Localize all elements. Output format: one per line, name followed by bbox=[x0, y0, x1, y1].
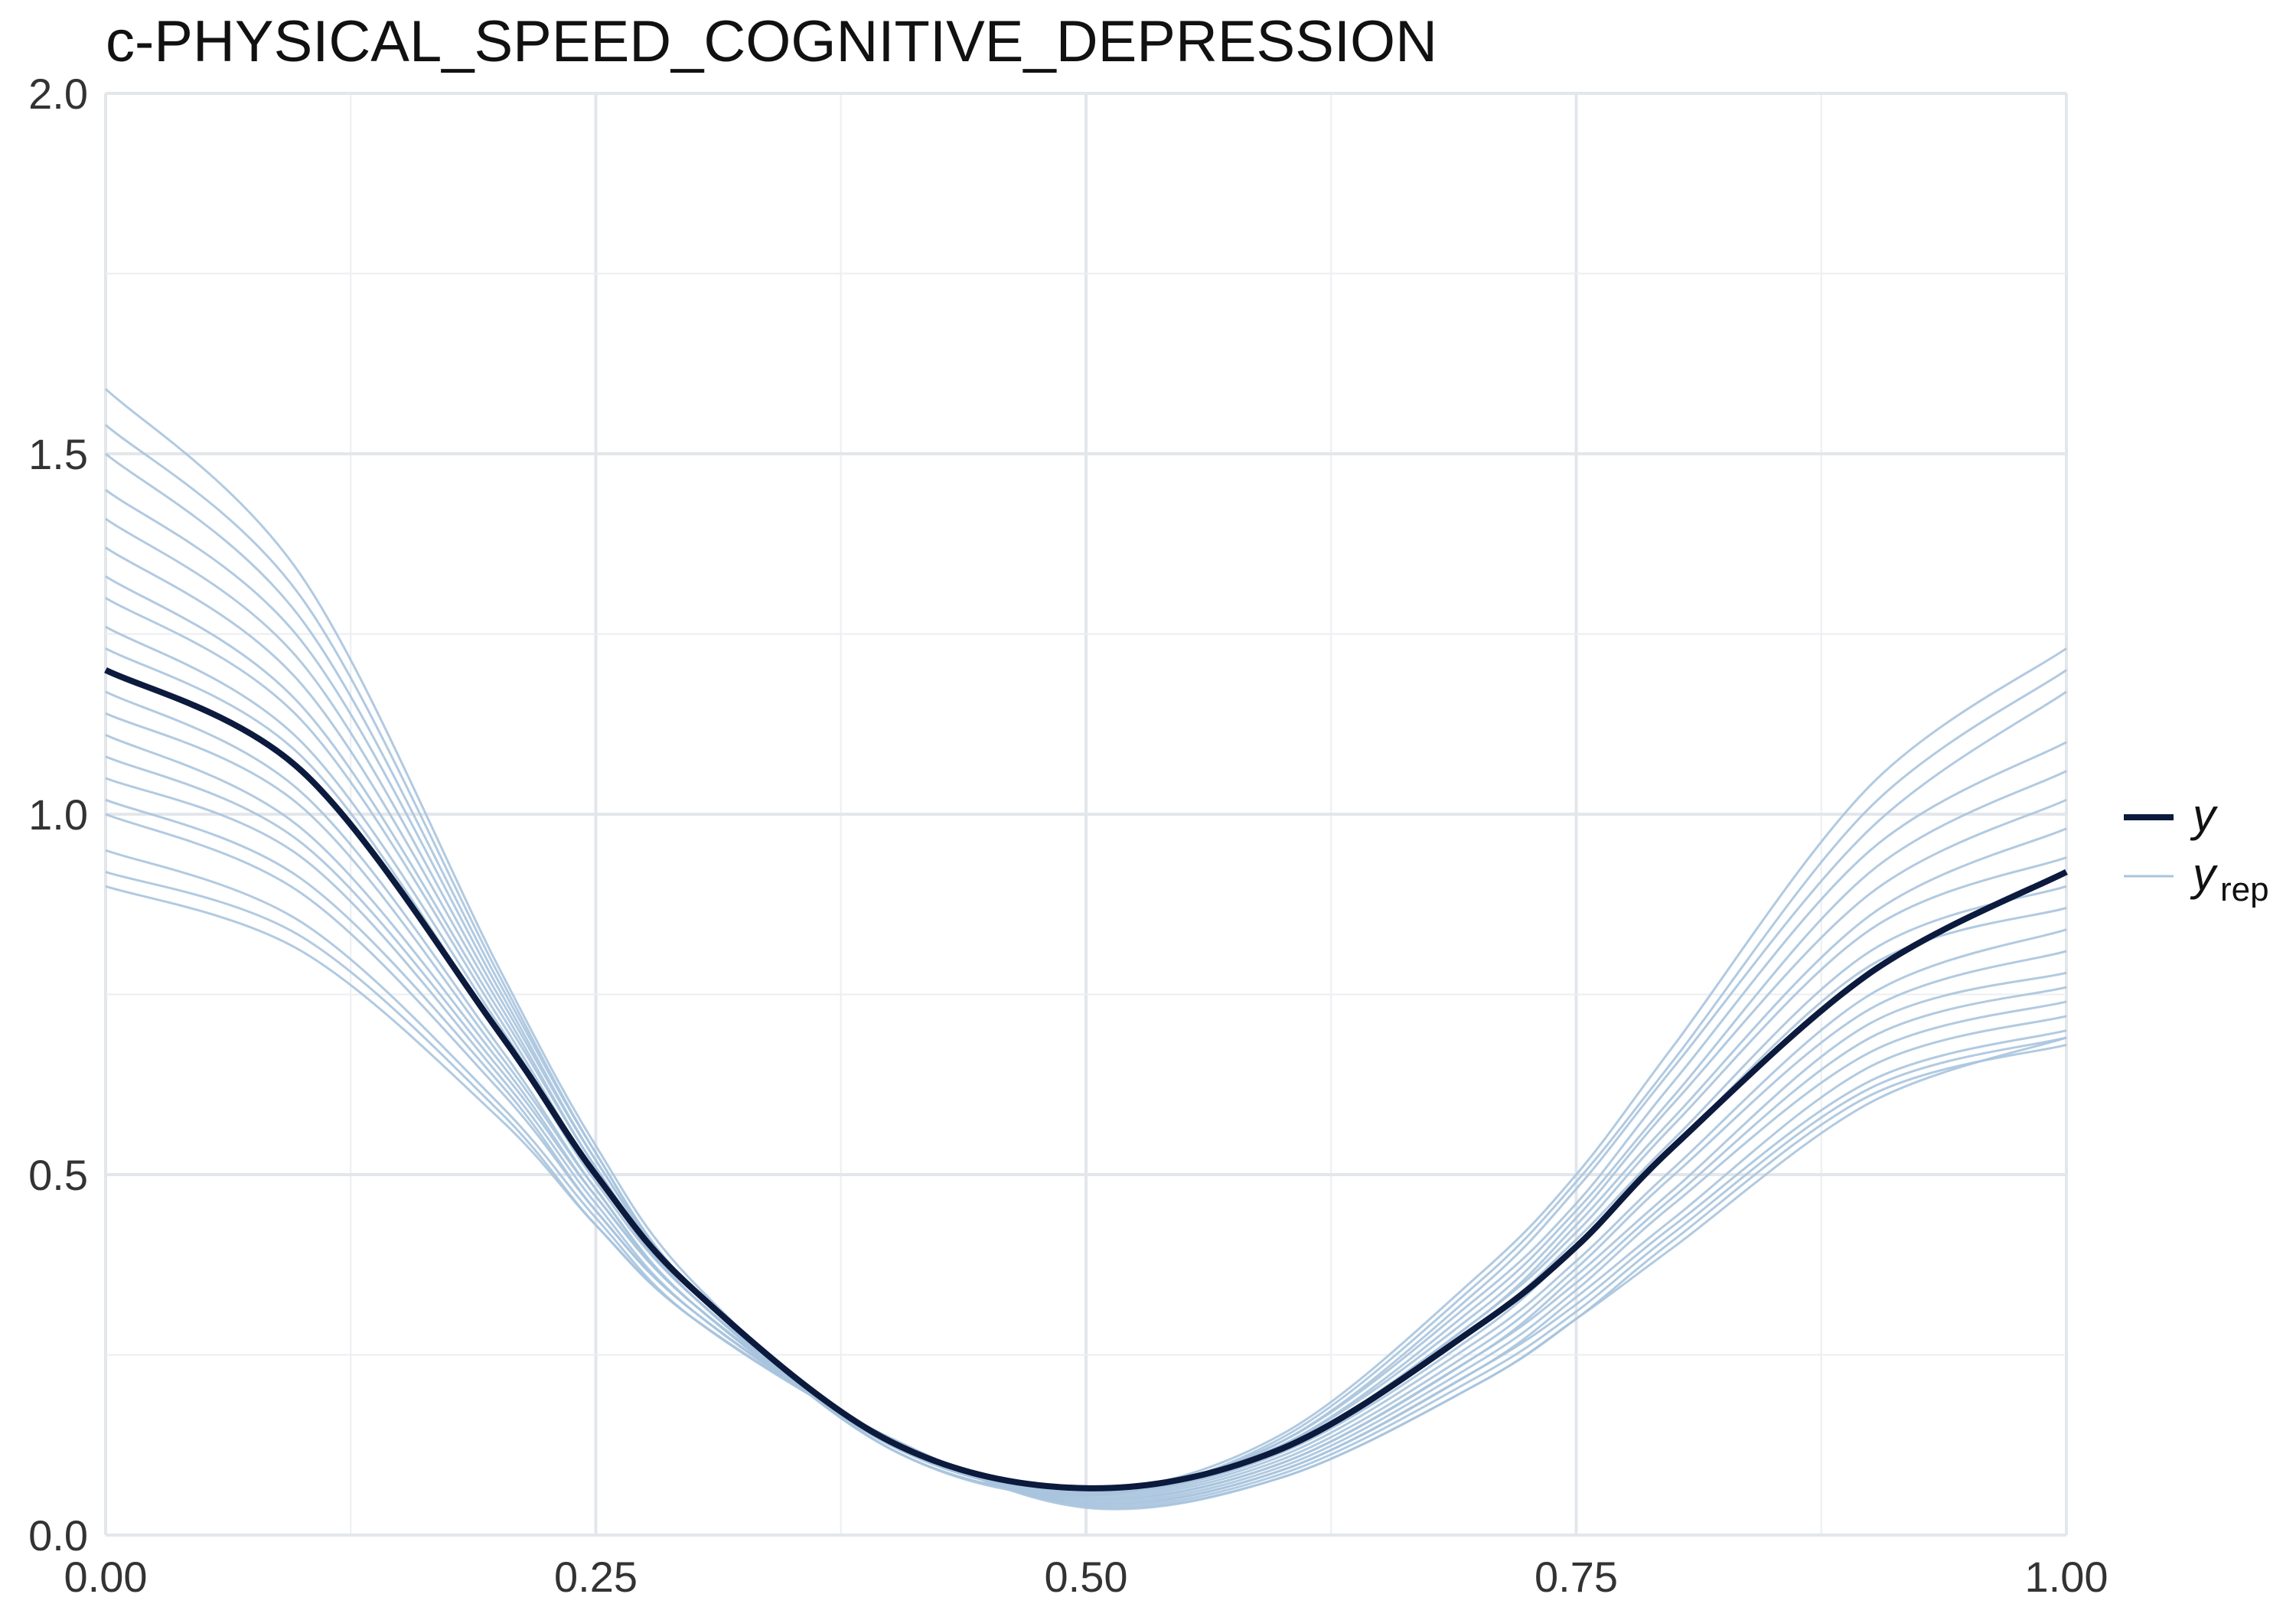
y-axis-ticks: 0.0 0.5 1.0 1.5 2.0 bbox=[28, 70, 88, 1560]
y-tick-label: 0.5 bbox=[28, 1151, 88, 1199]
legend-label-y: y bbox=[2190, 790, 2219, 841]
x-tick-label: 0.50 bbox=[1045, 1553, 1128, 1601]
yrep-line-16 bbox=[105, 798, 2067, 1504]
legend-subscript: rep bbox=[2220, 871, 2269, 908]
yrep-line-11 bbox=[105, 690, 2067, 1497]
yrep-line-9 bbox=[105, 625, 2067, 1494]
y-line-layer bbox=[104, 667, 2068, 1491]
x-tick-label: 0.75 bbox=[1534, 1553, 1618, 1601]
x-axis-ticks: 0.00 0.25 0.50 0.75 1.00 bbox=[64, 1553, 2108, 1601]
x-tick-label: 0.00 bbox=[64, 1553, 148, 1601]
x-tick-label: 1.00 bbox=[2025, 1553, 2108, 1601]
yrep-line-20 bbox=[105, 885, 2067, 1511]
yrep-line-17 bbox=[105, 813, 2067, 1506]
yrep-line-15 bbox=[105, 777, 2067, 1503]
y-tick-label: 0.0 bbox=[28, 1511, 88, 1560]
yrep-line-18 bbox=[105, 849, 2067, 1508]
y-line bbox=[104, 667, 2068, 1491]
yrep-line-14 bbox=[105, 755, 2067, 1501]
x-tick-label: 0.25 bbox=[554, 1553, 638, 1601]
y-tick-label: 1.0 bbox=[28, 790, 88, 839]
chart-title: c-PHYSICAL_SPEED_COGNITIVE_DEPRESSION bbox=[106, 9, 1437, 74]
yrep-line-13 bbox=[105, 734, 2067, 1500]
yrep-line-19 bbox=[105, 870, 2067, 1509]
y-tick-label: 2.0 bbox=[28, 70, 88, 118]
grid-layer bbox=[104, 92, 2068, 1537]
y-tick-label: 1.5 bbox=[28, 430, 88, 478]
